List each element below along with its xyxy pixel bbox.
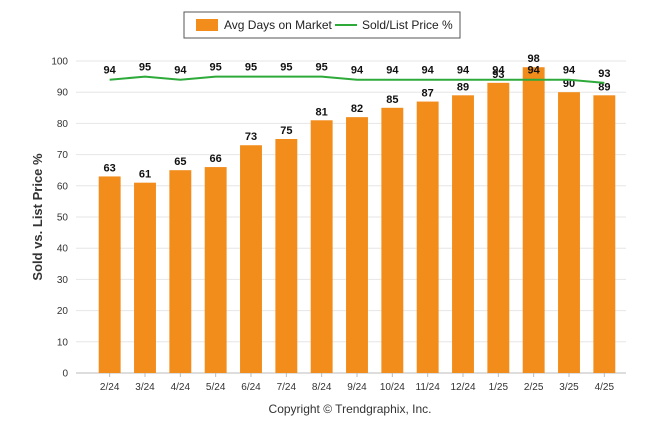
copyright-text: Copyright © Trendgraphix, Inc. <box>269 402 432 416</box>
legend: Avg Days on Market Sold/List Price % <box>183 11 461 39</box>
line-value-label: 93 <box>598 68 610 80</box>
line-value-label: 94 <box>104 65 117 77</box>
bar <box>452 95 474 373</box>
x-tick-label: 6/24 <box>241 382 261 393</box>
x-tick-label: 4/24 <box>171 382 191 393</box>
x-axis-ticks: 2/24 3/24 4/24 5/24 6/24 7/24 8/24 9/24 10/24 11/… <box>100 373 615 393</box>
y-tick-label: 50 <box>57 213 69 224</box>
y-tick-label: 0 <box>62 369 68 380</box>
x-tick-label: 3/24 <box>135 382 155 393</box>
line-value-label: 94 <box>492 65 505 77</box>
x-tick-label: 7/24 <box>277 382 297 393</box>
bar-value-label: 90 <box>563 78 575 90</box>
y-tick-label: 90 <box>57 88 69 99</box>
legend-swatch-bar <box>196 19 218 31</box>
bar-value-label: 75 <box>280 125 292 137</box>
bar <box>522 67 545 374</box>
legend-box <box>183 11 461 39</box>
y-tick-label: 20 <box>57 306 69 317</box>
x-tick-label: 1/25 <box>489 382 509 393</box>
bar-value-label: 89 <box>598 81 610 93</box>
sold-list-line <box>109 75 605 84</box>
bar-value-label: 87 <box>422 88 434 100</box>
x-tick-label: 3/25 <box>559 382 579 393</box>
bar-value-label: 98 <box>528 53 540 65</box>
line-value-label: 95 <box>316 62 328 74</box>
bar <box>487 82 510 373</box>
y-tick-label: 100 <box>51 57 68 68</box>
line-value-label: 95 <box>280 62 292 74</box>
bar <box>346 117 368 373</box>
bar-value-label: 82 <box>351 103 363 115</box>
line-value-label: 94 <box>351 65 364 77</box>
x-tick-label: 11/24 <box>416 382 441 393</box>
bar <box>98 176 121 373</box>
bar-value-label: 93 <box>492 69 504 81</box>
line-value-label: 95 <box>139 62 151 74</box>
bar <box>134 182 156 373</box>
bar <box>169 170 192 373</box>
bar-value-label: 73 <box>245 131 257 143</box>
bar <box>204 167 227 373</box>
x-tick-label: 4/25 <box>595 382 615 393</box>
bar-value-label: 65 <box>174 156 186 168</box>
y-axis-title: Sold vs. List Price % <box>30 153 45 281</box>
line-value-label: 94 <box>457 65 470 77</box>
line-value-label: 95 <box>245 62 257 74</box>
bar <box>310 120 333 373</box>
sold-list-series-line <box>109 75 605 84</box>
y-tick-label: 80 <box>57 119 69 130</box>
bar <box>275 139 298 373</box>
bar-value-label: 85 <box>386 94 398 106</box>
bar <box>558 92 580 373</box>
line-labels: 94 95 94 95 95 95 95 94 94 94 94 94 94 94 93 <box>104 62 611 80</box>
y-tick-label: 60 <box>57 181 69 192</box>
x-tick-label: 12/24 <box>450 382 475 393</box>
line-value-label: 94 <box>174 65 187 77</box>
bar-value-label: 89 <box>457 81 469 93</box>
x-tick-label: 10/24 <box>380 382 405 393</box>
legend-label-bar: Avg Days on Market <box>224 18 332 32</box>
line-value-label: 94 <box>386 65 399 77</box>
y-tick-label: 70 <box>57 150 69 161</box>
y-tick-label: 10 <box>57 337 69 348</box>
bars <box>98 67 616 374</box>
y-axis-ticks: 0 10 20 30 40 50 60 70 80 90 100 <box>51 57 68 380</box>
bar-value-label: 63 <box>104 162 116 174</box>
x-tick-label: 2/24 <box>100 382 120 393</box>
bar <box>381 107 404 374</box>
bar <box>593 95 616 373</box>
bar-value-label: 81 <box>316 106 328 118</box>
x-tick-label: 5/24 <box>206 382 226 393</box>
line-value-label: 95 <box>210 62 222 74</box>
bar-value-label: 61 <box>139 169 151 181</box>
x-tick-label: 2/25 <box>524 382 544 393</box>
bar-value-label: 66 <box>210 153 222 165</box>
line-value-label: 94 <box>422 65 435 77</box>
y-tick-label: 30 <box>57 275 69 286</box>
x-tick-label: 9/24 <box>347 382 367 393</box>
y-tick-label: 40 <box>57 244 69 255</box>
bar <box>240 145 262 373</box>
x-tick-label: 8/24 <box>312 382 332 393</box>
line-value-label: 94 <box>563 65 576 77</box>
bar <box>416 101 439 373</box>
legend-label-line: Sold/List Price % <box>362 18 453 32</box>
line-value-label: 94 <box>528 65 541 77</box>
